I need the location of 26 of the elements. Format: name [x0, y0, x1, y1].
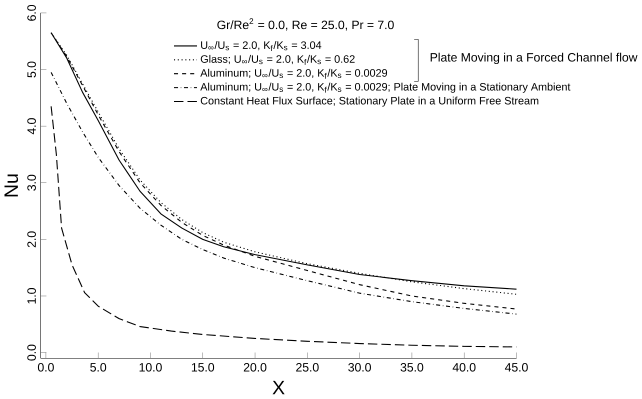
text: Aluminum; U$_{∞}$/U$_{s}$ = 2.0, K$_{f}$/K$_{s}$ = 0.0029; Plate Moving in a Stationary Ambient: [200, 82, 570, 93]
text: Glass; U$_{∞}$/U$_{s}$ = 2.0, K$_{f}$/K$_{s}$ = 0.62: [200, 55, 355, 65]
x-tick-label: 40.0: [452, 363, 476, 372]
y-tick-label: 0.0: [27, 344, 36, 361]
y-tick-label: 5.0: [27, 62, 36, 78]
annotation: Gr/Re$^{2}$ = 0.0, Re = 25.0, Pr = 7.0: [217, 18, 394, 31]
x-tick-label: 25.0: [296, 363, 319, 372]
y-tick-label: 1.0: [27, 288, 36, 304]
x-tick-label: 5.0: [90, 363, 106, 372]
y-tick-label: 4.0: [27, 118, 36, 134]
text: Aluminum; U$_{∞}$/U$_{s}$ = 2.0, K$_{f}$/K$_{s}$ = 0.0029: [200, 68, 388, 79]
x-tick-label: 45.0: [504, 363, 528, 372]
x-tick-label: 0.0: [38, 363, 54, 372]
x-tick-label: 35.0: [400, 363, 424, 372]
text: U$_{∞}$/U$_{s}$ = 2.0, K$_{f}$/K$_{s}$ = 3.04: [201, 41, 322, 52]
x-axis-title: X: [272, 381, 285, 394]
y-tick-label: 2.0: [27, 232, 36, 248]
y-axis-title: Nu: [4, 174, 18, 197]
legend-label: Constant Heat Flux Surface; Stationary Plate in a Uniform Free Stream: [200, 96, 538, 107]
y-tick-label: 6.0: [27, 5, 36, 21]
x-tick-label: 10.0: [140, 363, 162, 372]
annotation: Plate Moving in a Forced Channel flow: [430, 52, 638, 64]
x-tick-label: 20.0: [244, 363, 266, 372]
x-tick-label: 30.0: [348, 363, 371, 372]
y-tick-label: 3.0: [27, 174, 36, 191]
x-tick-label: 15.0: [192, 363, 214, 372]
